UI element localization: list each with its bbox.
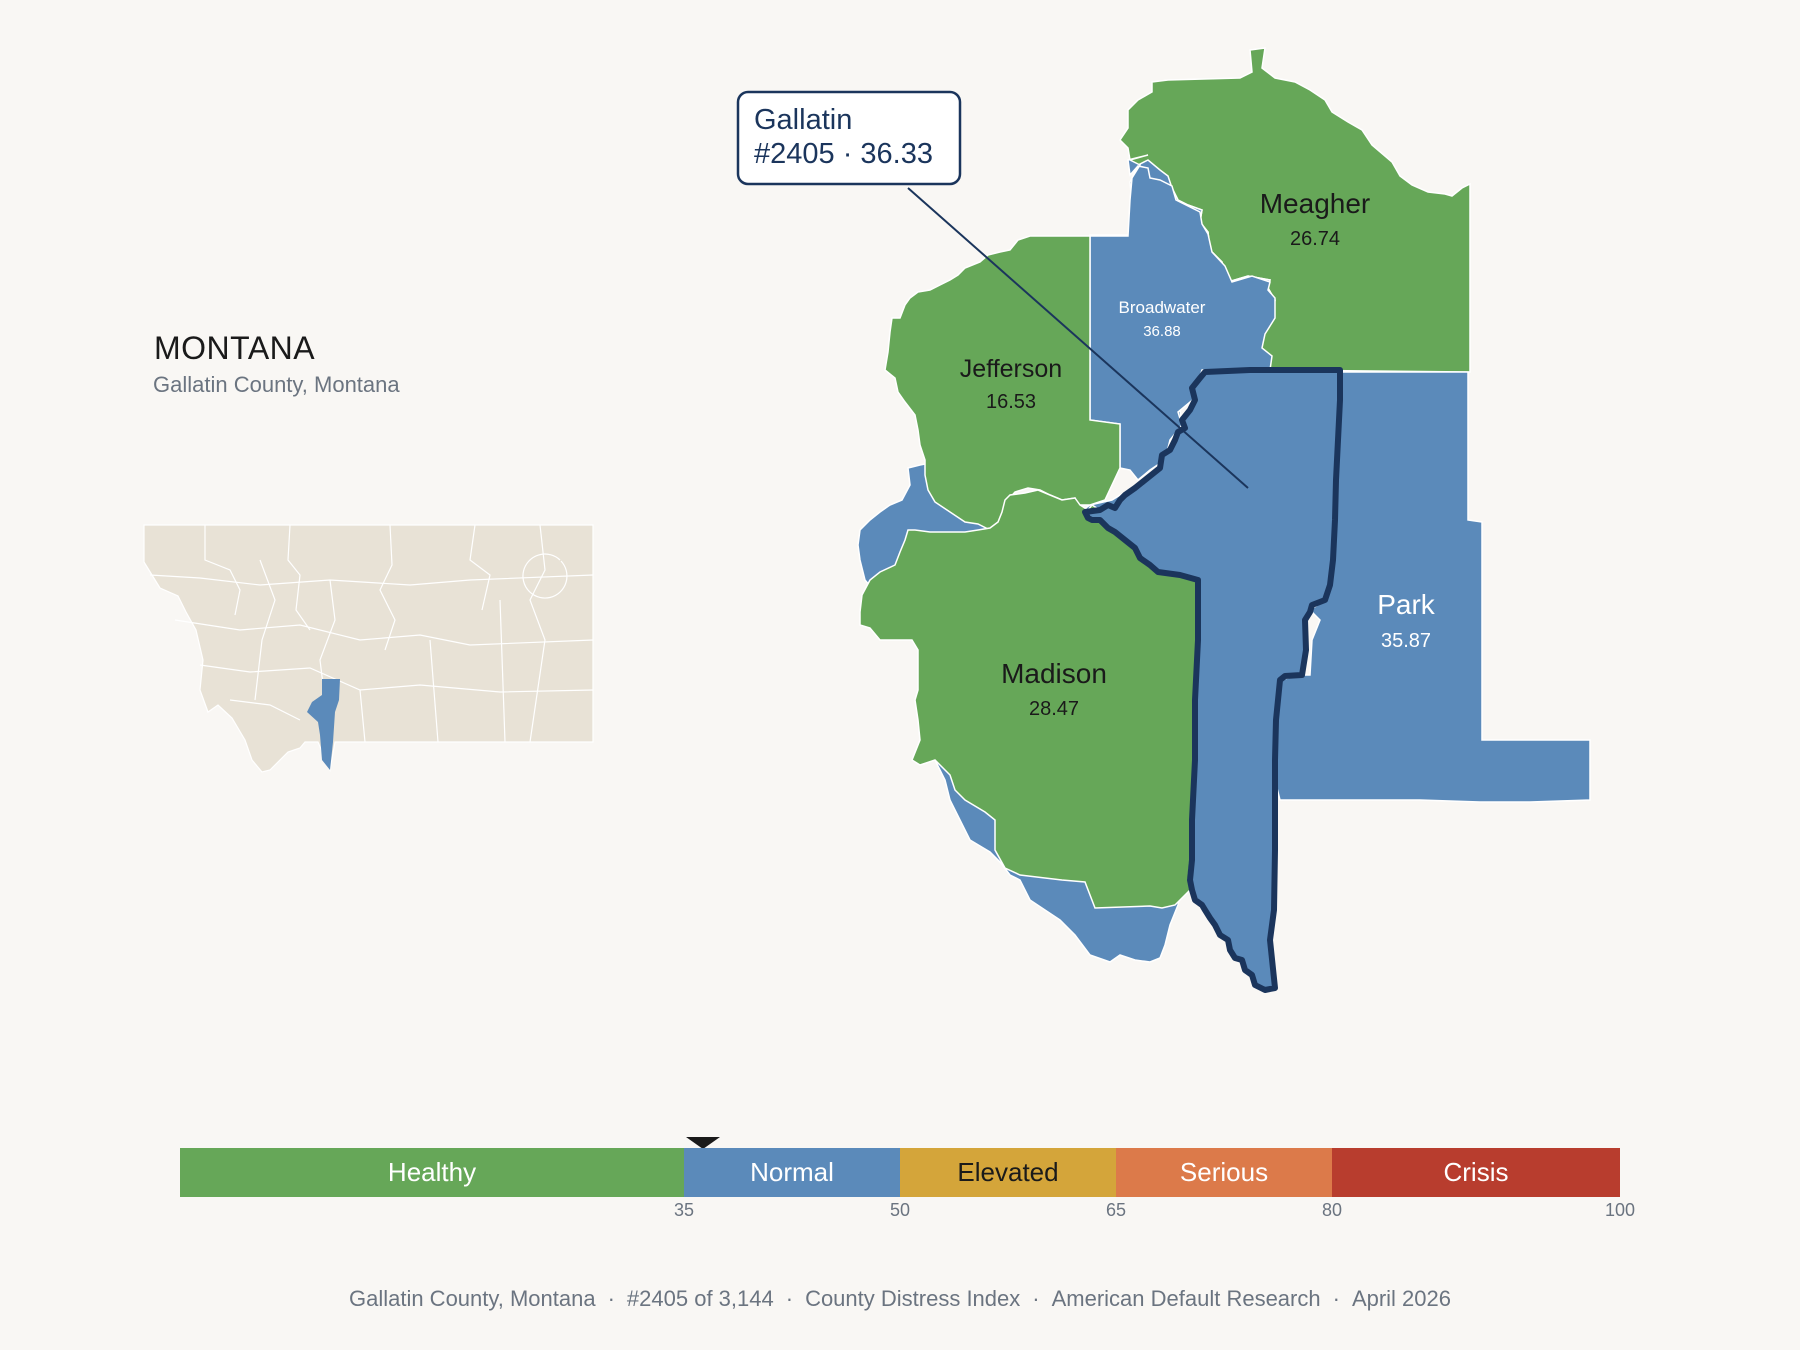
footer-credits: Gallatin County, Montana · #2405 of 3,144 ·… — [0, 1286, 1800, 1312]
county-labels: Meagher 26.74 Broadwater 36.88 Jefferson… — [960, 188, 1436, 720]
scale-segment-healthy: Healthy — [180, 1148, 684, 1197]
label-jefferson: Jefferson — [960, 355, 1062, 383]
footer-separator: · — [1032, 1286, 1040, 1311]
value-park: 35.87 — [1381, 630, 1431, 652]
footer-rank: #2405 of 3,144 — [626, 1286, 774, 1311]
value-jefferson: 16.53 — [986, 391, 1036, 413]
scale-tick-80: 80 — [1321, 1200, 1343, 1220]
scale-segment-crisis: Crisis — [1332, 1148, 1620, 1197]
distress-scale-bar: Healthy Normal Elevated Serious Crisis — [180, 1148, 1620, 1197]
callout-leader-line — [907, 187, 1249, 489]
footer-date: April 2026 — [1351, 1286, 1452, 1311]
footer-separator: · — [1332, 1286, 1340, 1311]
county-subtitle: Gallatin County, Montana — [153, 372, 400, 397]
callout-county-name: Gallatin — [754, 104, 852, 136]
footer-index-name: County Distress Index — [805, 1286, 1021, 1311]
scale-segment-serious: Serious — [1116, 1148, 1332, 1197]
inset-state-map — [143, 524, 594, 773]
footer-separator: · — [785, 1286, 794, 1311]
scale-tick-65: 65 — [1105, 1200, 1127, 1220]
value-broadwater: 36.88 — [1143, 323, 1181, 340]
label-park: Park — [1377, 589, 1436, 620]
inset-gallatin-highlight — [307, 679, 340, 770]
scale-tick-50: 50 — [889, 1200, 911, 1220]
county-map — [857, 47, 1591, 993]
scale-tick-35: 35 — [673, 1200, 695, 1220]
footer-county: Gallatin County, Montana — [348, 1286, 596, 1311]
callout-rank-score: #2405 · 36.33 — [754, 138, 933, 170]
gallatin-callout: Gallatin #2405 · 36.33 — [736, 90, 1249, 489]
scale-tick-100: 100 — [1604, 1200, 1636, 1220]
footer-source: American Default Research — [1051, 1286, 1321, 1311]
footer-separator: · — [607, 1286, 615, 1311]
scale-segment-normal: Normal — [684, 1148, 900, 1197]
scale-segment-elevated: Elevated — [900, 1148, 1116, 1197]
callout-box — [736, 90, 962, 186]
label-madison: Madison — [1001, 658, 1107, 689]
score-marker — [686, 1137, 720, 1149]
value-meagher: 26.74 — [1290, 228, 1340, 250]
value-madison: 28.47 — [1029, 698, 1079, 720]
label-meagher: Meagher — [1260, 188, 1371, 219]
inset-county-borders — [149, 524, 594, 743]
label-broadwater: Broadwater — [1119, 298, 1206, 317]
county-gallatin[interactable] — [1082, 367, 1343, 993]
state-title: MONTANA — [154, 330, 316, 366]
